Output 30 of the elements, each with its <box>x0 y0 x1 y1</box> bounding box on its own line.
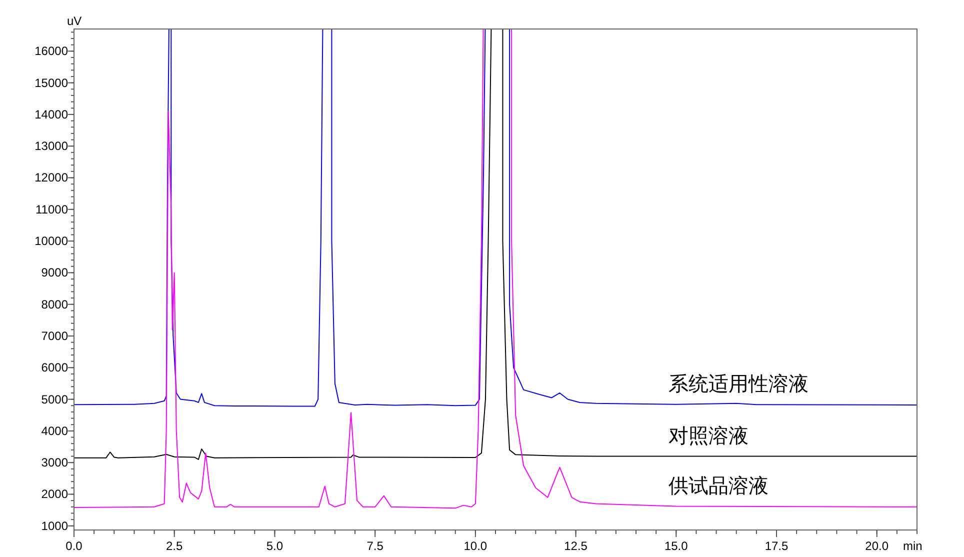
y-tick-label: 8000 <box>41 297 68 312</box>
y-tick-label: 2000 <box>41 487 68 502</box>
x-tick-label: 7.5 <box>366 539 384 553</box>
y-tick-label: 5000 <box>41 392 68 406</box>
y-tick-label: 1000 <box>41 518 68 533</box>
series-label: 供试品溶液 <box>668 475 768 498</box>
x-tick-label: 17.5 <box>764 539 788 553</box>
y-tick-label: 16000 <box>34 44 68 58</box>
series-label: 对照溶液 <box>668 425 748 448</box>
x-tick-label: 0.0 <box>66 539 83 553</box>
y-tick-label: 12000 <box>34 170 68 185</box>
y-tick-label: 3000 <box>41 456 68 470</box>
x-tick-label: 20.0 <box>865 539 889 553</box>
y-tick-label: 4000 <box>41 424 68 438</box>
y-tick-label: 6000 <box>41 360 68 375</box>
y-tick-label: 13000 <box>34 139 68 154</box>
y-tick-label: 14000 <box>34 107 68 122</box>
x-axis-title: min <box>903 539 922 553</box>
x-tick-label: 12.5 <box>564 539 588 553</box>
x-tick-label: 2.5 <box>166 539 184 553</box>
y-tick-label: 10000 <box>34 234 68 248</box>
series-label: 系统适用性溶液 <box>668 373 808 396</box>
y-tick-label: 15000 <box>34 76 68 90</box>
x-tick-label: 5.0 <box>266 539 284 553</box>
y-axis-title: uV <box>67 14 82 28</box>
y-tick-label: 11000 <box>36 202 68 216</box>
y-tick-label: 9000 <box>41 266 68 280</box>
x-tick-label: 10.0 <box>464 539 488 553</box>
x-tick-label: 15.0 <box>664 539 688 553</box>
y-tick-label: 7000 <box>41 328 68 343</box>
